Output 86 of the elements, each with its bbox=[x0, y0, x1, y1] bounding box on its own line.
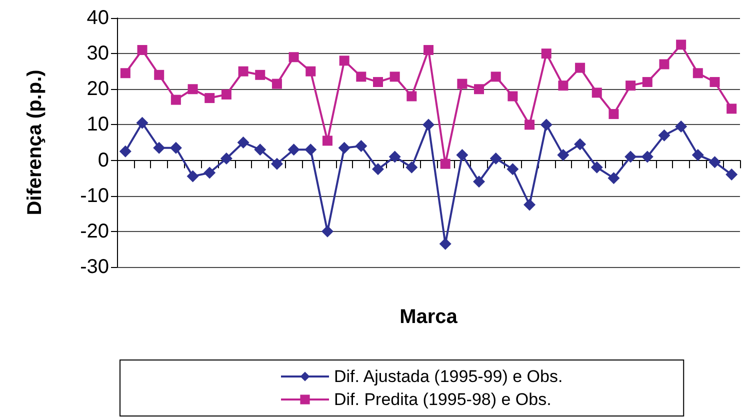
point bbox=[540, 118, 552, 131]
point bbox=[188, 84, 198, 94]
point bbox=[355, 140, 368, 152]
y-tick-label: -30 bbox=[80, 256, 109, 278]
point bbox=[153, 142, 166, 154]
y-tick-label: 0 bbox=[98, 149, 109, 172]
y-axis-title: Diferença (p.p.) bbox=[24, 70, 46, 216]
point bbox=[254, 144, 266, 156]
legend-label: Dif. Predita (1995-98) e Obs. bbox=[334, 390, 552, 409]
point bbox=[592, 88, 602, 98]
y-tick-label: -20 bbox=[80, 220, 109, 242]
point bbox=[339, 56, 350, 66]
y-tick-label: 40 bbox=[86, 7, 109, 29]
point bbox=[508, 91, 518, 102]
point bbox=[170, 94, 181, 105]
point bbox=[541, 48, 552, 59]
point bbox=[590, 161, 603, 174]
point bbox=[456, 148, 468, 161]
point bbox=[338, 142, 350, 154]
point bbox=[288, 144, 300, 156]
point bbox=[726, 104, 737, 114]
point bbox=[388, 150, 401, 163]
point bbox=[288, 52, 299, 62]
point bbox=[119, 145, 132, 158]
point bbox=[608, 172, 620, 184]
point bbox=[575, 62, 586, 73]
point bbox=[558, 80, 568, 91]
point bbox=[440, 158, 450, 169]
point bbox=[439, 238, 452, 250]
point bbox=[356, 72, 366, 82]
point bbox=[608, 109, 619, 120]
point bbox=[624, 150, 637, 163]
point bbox=[692, 68, 703, 78]
y-tick-label: -10 bbox=[80, 184, 109, 207]
point bbox=[506, 163, 519, 176]
point bbox=[490, 152, 502, 165]
point bbox=[675, 120, 688, 132]
point bbox=[372, 77, 383, 88]
y-tick-label: 20 bbox=[86, 78, 109, 100]
point bbox=[306, 66, 316, 76]
point bbox=[557, 148, 570, 161]
point bbox=[220, 152, 232, 165]
point bbox=[659, 59, 670, 70]
y-tick-label: 30 bbox=[86, 42, 109, 65]
point bbox=[524, 198, 536, 211]
point bbox=[255, 70, 266, 80]
point bbox=[574, 138, 586, 150]
point bbox=[237, 136, 250, 148]
point bbox=[120, 68, 130, 78]
point bbox=[170, 142, 182, 154]
point bbox=[238, 66, 248, 76]
y-tick-label: 10 bbox=[86, 114, 109, 136]
point bbox=[641, 150, 654, 163]
point bbox=[424, 45, 434, 56]
point bbox=[204, 93, 215, 104]
point bbox=[221, 89, 232, 100]
point bbox=[136, 116, 148, 129]
point bbox=[457, 78, 468, 89]
point bbox=[204, 166, 216, 179]
point bbox=[390, 72, 400, 82]
point bbox=[270, 158, 283, 170]
x-axis-title: Marca bbox=[400, 306, 458, 328]
point bbox=[490, 72, 501, 82]
point bbox=[676, 40, 686, 50]
point bbox=[322, 136, 332, 146]
point bbox=[626, 80, 636, 91]
point bbox=[708, 156, 721, 168]
legend-label: Dif. Ajustada (1995-99) e Obs. bbox=[334, 367, 563, 386]
point bbox=[406, 161, 418, 174]
point bbox=[473, 176, 486, 188]
point bbox=[321, 225, 334, 238]
point bbox=[658, 129, 670, 142]
point bbox=[372, 163, 384, 176]
point bbox=[422, 118, 434, 131]
point bbox=[710, 77, 720, 88]
point bbox=[186, 170, 199, 182]
point bbox=[524, 120, 535, 130]
point bbox=[154, 70, 164, 80]
point bbox=[304, 144, 317, 156]
point bbox=[642, 77, 652, 88]
point bbox=[406, 91, 417, 102]
point bbox=[726, 168, 738, 181]
point bbox=[137, 45, 148, 56]
point bbox=[272, 78, 282, 89]
point bbox=[692, 148, 704, 161]
point bbox=[474, 84, 484, 94]
